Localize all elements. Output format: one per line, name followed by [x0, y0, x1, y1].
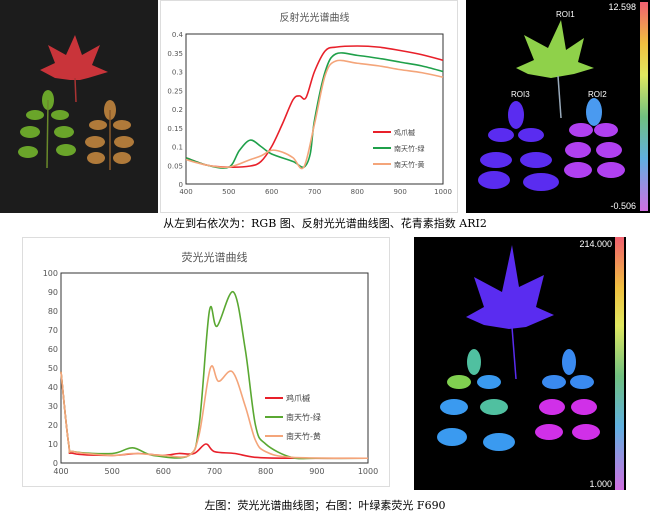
plot-area: [60, 272, 369, 464]
y-tick-label: 0.1: [172, 144, 183, 152]
ari2-colorbar-max: 12.598: [608, 2, 636, 12]
rgb-leaf-photo: [0, 0, 158, 213]
x-tick-label: 400: [53, 467, 68, 476]
y-tick-label: 0.3: [172, 69, 183, 77]
series-line-1: [60, 371, 369, 460]
roi1-label: ROI1: [556, 10, 575, 19]
f690-colorbar-max: 214.000: [579, 239, 612, 249]
y-tick-label: 70: [48, 326, 58, 335]
y-tick-label: 60: [48, 345, 58, 354]
x-tick-label: 800: [351, 188, 364, 196]
f690-leaves-graphic: [437, 245, 600, 451]
y-tick-label: 10: [48, 440, 58, 449]
y-tick-label: 50: [48, 364, 58, 373]
y-tick-label: 0.15: [167, 125, 183, 133]
y-tick-label: 0.4: [172, 31, 184, 39]
y-tick-label: 0.05: [167, 162, 183, 170]
y-tick-label: 0: [179, 181, 183, 189]
legend-label: 鸡爪槭: [286, 393, 310, 403]
fluorescence-chart-panel: 荧光光谱曲线 400 500 600 700 800 900 1000 0 10 20 30 40 50 6…: [22, 237, 390, 487]
x-tick-label: 600: [265, 188, 278, 196]
yellow-nandina-leaf: [535, 349, 600, 440]
f690-fluorescence-image: 214.000 1.000: [414, 237, 626, 490]
roi3-leaf: [478, 101, 559, 191]
legend-label: 南天竹-黄: [286, 431, 321, 441]
maple-leaf: [466, 245, 554, 329]
x-tick-label: 900: [393, 188, 406, 196]
f690-colorbar: [615, 237, 624, 490]
x-tick-label: 1000: [434, 188, 452, 196]
roi2-label: ROI2: [588, 90, 607, 99]
series-line-2: [185, 52, 444, 169]
green-nandina-leaf: [437, 349, 515, 451]
series-line-3: [60, 365, 369, 460]
x-tick-label: 700: [308, 188, 321, 196]
yellow-nandina-leaf: [85, 100, 134, 170]
x-tick-label: 1000: [358, 467, 378, 476]
ari2-index-image: 12.598 -0.506 ROI1 ROI2 ROI3: [466, 0, 650, 213]
y-tick-label: 100: [43, 269, 58, 278]
ari2-colorbar: [640, 2, 648, 211]
y-tick-label: 90: [48, 288, 58, 297]
legend-label: 南天竹-绿: [286, 412, 321, 422]
roi3-label: ROI3: [511, 90, 530, 99]
red-maple-leaf: [40, 35, 108, 103]
x-tick-label: 800: [258, 467, 273, 476]
reflectance-chart: 反射光光谱曲线 400 500 600 700 800 900 1000 0 0.05 0.1 0.1…: [167, 11, 452, 196]
roi2-leaf: [564, 98, 625, 178]
bottom-caption: 左图：荧光光谱曲线图；右图：叶绿素荧光 F690: [204, 499, 446, 512]
legend-label: 鸡爪槭: [394, 128, 415, 137]
y-tick-label: 0.25: [167, 87, 183, 95]
fluorescence-chart: 荧光光谱曲线 400 500 600 700 800 900 1000 0 10 20 30 40 50 6…: [43, 250, 378, 476]
x-tick-label: 600: [156, 467, 171, 476]
y-tick-label: 0.35: [167, 50, 183, 58]
reflectance-chart-panel: 反射光光谱曲线 400 500 600 700 800 900 1000 0 0.05 0.1 0.1…: [160, 0, 458, 213]
chart-title: 荧光光谱曲线: [182, 250, 248, 264]
chart-title: 反射光光谱曲线: [280, 11, 350, 24]
x-tick-label: 500: [222, 188, 235, 196]
y-tick-label: 40: [48, 383, 58, 392]
series-line-3: [185, 59, 444, 170]
y-tick-label: 30: [48, 402, 58, 411]
x-tick-label: 900: [309, 467, 324, 476]
green-nandina-leaf: [18, 90, 76, 169]
ari2-leaves-graphic: [478, 2, 648, 211]
rgb-leaves-graphic: [18, 35, 134, 170]
y-tick-label: 80: [48, 307, 58, 316]
plot-area: [185, 33, 444, 185]
ari2-colorbar-min: -0.506: [610, 201, 636, 211]
x-tick-label: 700: [207, 467, 222, 476]
y-tick-label: 0.2: [172, 106, 183, 114]
y-tick-label: 20: [48, 421, 58, 430]
x-tick-label: 400: [179, 188, 192, 196]
x-tick-label: 500: [105, 467, 120, 476]
top-caption: 从左到右依次为：RGB 图、反射光光谱曲线图、花青素指数 ARI2: [163, 217, 487, 230]
series-line-1: [185, 45, 444, 168]
f690-colorbar-min: 1.000: [589, 479, 612, 489]
roi1-leaf: [516, 20, 594, 78]
legend-label: 南天竹-黄: [394, 160, 425, 169]
legend-label: 南天竹-绿: [394, 144, 425, 153]
series-line-2: [60, 291, 369, 460]
y-tick-label: 0: [53, 459, 58, 468]
